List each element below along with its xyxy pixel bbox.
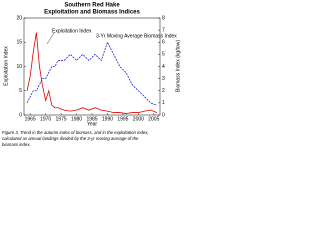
y2-tick-label: 2 — [162, 88, 165, 94]
y-tick-label: 20 — [16, 15, 22, 21]
y2-tick-label: 4 — [162, 64, 165, 70]
y2-tick-label: 5 — [162, 52, 165, 58]
chart: Southern Red Hake Exploitation and Bioma… — [2, 3, 181, 148]
x-tick-label: 1990 — [102, 116, 113, 122]
x-tick-label: 1975 — [56, 116, 67, 122]
y-tick-label: 15 — [16, 40, 22, 46]
y2-tick-label: 0 — [162, 112, 165, 118]
x-axis-label: Year — [87, 121, 97, 127]
y-tick-label: 5 — [19, 88, 22, 94]
chart-subtitle: Exploitation and Biomass Indices — [44, 10, 140, 16]
x-tick-label: 1985 — [86, 116, 97, 122]
annotation: Exploitation Index — [52, 28, 92, 34]
y-axis-label: Exploitation Index — [3, 46, 9, 86]
y2-tick-label: 8 — [162, 15, 165, 21]
caption-line: calculated as annual landings divided by… — [2, 136, 139, 141]
series-line — [26, 32, 158, 114]
y2-tick-label: 7 — [162, 27, 165, 33]
x-tick-label: 1980 — [71, 116, 82, 122]
annotation: 3-Yr Moving Average Biomass Index — [96, 33, 177, 39]
y-tick-label: 10 — [16, 64, 22, 70]
x-tick-label: 1965 — [25, 116, 36, 122]
chart-title: Southern Red Hake — [64, 3, 120, 9]
y2-tick-label: 6 — [162, 40, 165, 46]
series-line — [26, 41, 158, 106]
y2-tick-label: 3 — [162, 76, 165, 82]
x-tick-label: 1970 — [40, 116, 51, 122]
x-tick-label: 1995 — [117, 116, 128, 122]
y2-axis-label: Biomass Index (kg/tow) — [175, 40, 181, 92]
x-tick-label: 2005 — [148, 116, 159, 122]
caption-line: Figure 3. Trend in the autumn index of b… — [2, 130, 149, 135]
caption-line: biomass index. — [2, 142, 31, 147]
y2-tick-label: 1 — [162, 100, 165, 106]
x-tick-label: 2000 — [133, 116, 144, 122]
annotation-arrow — [46, 32, 55, 45]
y-tick-label: 0 — [19, 112, 22, 118]
